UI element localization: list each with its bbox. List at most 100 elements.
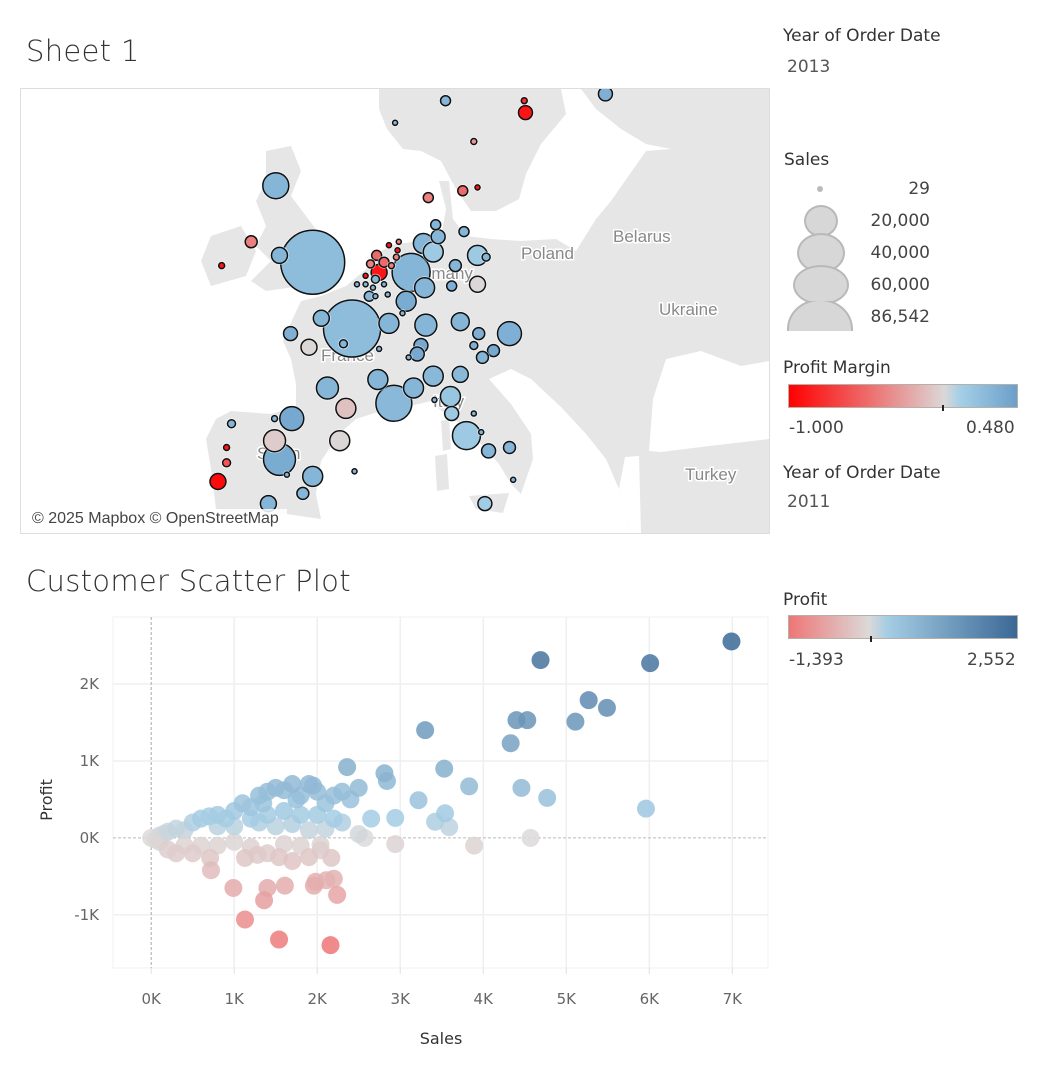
scatter-point[interactable] [362,809,381,828]
map-bubble[interactable] [439,385,462,408]
map-bubble[interactable] [370,249,383,262]
scatter-point[interactable] [224,878,243,897]
scatter-point[interactable] [386,808,405,827]
map-bubble[interactable] [395,290,417,313]
map-bubble[interactable] [301,465,324,488]
map-bubble[interactable] [477,428,485,436]
scatter-point[interactable] [636,799,655,818]
scatter-point[interactable] [349,825,368,844]
map-bubble[interactable] [509,476,517,484]
map-bubble[interactable] [335,397,357,420]
map-bubble[interactable] [217,261,226,270]
map-bubble[interactable] [448,258,463,273]
map-bubble[interactable] [414,313,438,337]
map-bubble[interactable] [477,495,493,512]
map-bubble[interactable] [405,354,412,361]
map-bubble[interactable] [392,253,401,261]
map-bubble[interactable] [329,429,351,452]
map-bubble[interactable] [385,241,393,249]
map-bubble[interactable] [279,229,346,295]
map-bubble[interactable] [520,96,528,105]
map-bubble[interactable] [469,340,479,351]
scatter-point[interactable] [465,836,484,855]
year-filter-value[interactable]: 2011 [787,492,831,512]
map-bubble[interactable] [470,137,478,146]
scatter-point[interactable] [304,876,323,895]
scatter-point[interactable] [416,721,435,740]
scatter-point[interactable] [275,876,294,895]
scatter-point[interactable] [208,805,227,824]
map-bubble[interactable] [480,443,497,459]
map-bubble[interactable] [399,309,406,317]
map-bubble[interactable] [470,410,478,417]
year-filter-value[interactable]: 2013 [787,57,831,77]
map-bubble[interactable] [362,281,369,288]
map-bubble[interactable] [402,377,425,399]
scatter-point[interactable] [235,910,254,929]
map-bubble[interactable] [296,486,310,501]
map-bubble[interactable] [486,343,501,358]
map-bubble[interactable] [443,405,460,422]
map-bubble[interactable] [413,276,436,299]
map-bubble[interactable] [387,261,396,270]
map-bubble[interactable] [395,238,403,246]
map-bubble[interactable] [517,104,534,121]
scatter-point[interactable] [501,734,520,753]
scatter-point[interactable] [291,805,310,824]
map-bubble[interactable] [458,225,470,238]
map-bubble[interactable] [375,345,383,353]
map-bubble[interactable] [283,471,291,478]
map-bubble[interactable] [431,396,438,404]
scatter-point[interactable] [322,848,341,867]
scatter-point[interactable] [233,794,252,813]
map-bubble[interactable] [496,320,523,347]
map-bubble[interactable] [270,246,289,265]
scatter-points[interactable] [142,632,741,955]
map-bubble[interactable] [338,339,349,349]
scatter-point[interactable] [167,844,186,863]
map-bubble[interactable] [262,171,290,200]
map-bubble[interactable] [502,440,517,455]
scatter-point[interactable] [579,691,598,710]
scatter-point[interactable] [283,852,302,871]
scatter-point[interactable] [299,821,318,840]
map-bubble[interactable] [451,365,470,384]
scatter-point[interactable] [338,758,357,777]
map-bubble[interactable] [370,274,381,284]
scatter-point[interactable] [531,651,550,670]
map-bubbles[interactable] [208,89,614,514]
map-bubble[interactable] [468,275,487,294]
scatter-point[interactable] [435,759,454,778]
map-attribution[interactable]: © 2025 Mapbox © OpenStreetMap [23,509,287,529]
scatter-point[interactable] [518,711,537,730]
map-bubble[interactable] [457,185,469,197]
map-bubble[interactable] [209,472,227,491]
scatter-point[interactable] [597,698,616,717]
scatter-point[interactable] [299,775,318,794]
map-bubble[interactable] [226,418,237,429]
map-bubble[interactable] [597,89,614,102]
map-bubble[interactable] [422,241,444,263]
map-bubble[interactable] [375,384,413,423]
scatter-point[interactable] [386,835,405,854]
map-bubble[interactable] [475,350,490,365]
map-bubble[interactable] [282,325,299,342]
scatter-point[interactable] [538,788,557,807]
map-view[interactable]: Poland Belarus Ukraine Turkey France Ger… [20,88,770,534]
map-bubble[interactable] [351,468,358,475]
map-bubble[interactable] [312,309,331,328]
scatter-point[interactable] [328,885,347,904]
map-bubble[interactable] [372,292,379,300]
map-canvas[interactable]: Poland Belarus Ukraine Turkey France Ger… [21,89,769,533]
map-bubble[interactable] [367,368,389,391]
map-bubble[interactable] [422,365,444,387]
scatter-point[interactable] [321,936,340,955]
map-bubble[interactable] [244,235,258,249]
map-bubble[interactable] [384,291,392,298]
map-bubble[interactable] [322,299,382,358]
scatter-point[interactable] [460,777,479,796]
scatter-point[interactable] [333,782,352,801]
map-bubble[interactable] [378,312,400,335]
scatter-point[interactable] [349,778,368,797]
map-bubble[interactable] [451,420,482,451]
